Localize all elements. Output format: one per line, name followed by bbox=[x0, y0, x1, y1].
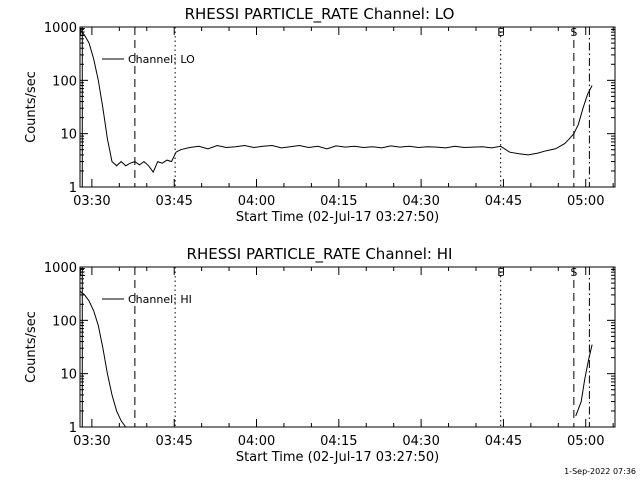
y-tick-label: 1000 bbox=[44, 21, 77, 36]
data-series-line bbox=[575, 344, 593, 417]
y-tick-label: 10 bbox=[60, 128, 77, 143]
lo-channel-panel: RHESSI PARTICLE_RATE Channel: LO 03:30 03:… bbox=[24, 5, 616, 225]
plot-frame bbox=[79, 26, 616, 188]
x-tick-label: 03:30 bbox=[73, 434, 110, 449]
y-tick-label: 100 bbox=[52, 314, 77, 329]
x-tick-label: 05:00 bbox=[567, 434, 604, 449]
y-axis-label: Counts/sec bbox=[24, 71, 39, 143]
plot-frame bbox=[79, 266, 616, 428]
x-tick-label: 03:45 bbox=[155, 434, 192, 449]
x-tick-label: 04:15 bbox=[320, 434, 357, 449]
y-tick-label: 1000 bbox=[44, 261, 77, 276]
y-tick-label: 100 bbox=[52, 74, 77, 89]
x-tick-label: 04:00 bbox=[238, 434, 275, 449]
x-axis-label: Start Time (02-Jul-17 03:27:50) bbox=[236, 210, 439, 225]
event-marker-label: S bbox=[570, 266, 577, 279]
x-tick-label: 04:15 bbox=[320, 194, 357, 209]
y-tick-label: 10 bbox=[60, 368, 77, 383]
render-timestamp: 1-Sep-2022 07:36 bbox=[564, 467, 636, 476]
event-marker-label: S bbox=[570, 26, 577, 39]
y-tick-label: 1 bbox=[69, 421, 77, 436]
hi-channel-panel: RHESSI PARTICLE_RATE Channel: HI 03:30 03:… bbox=[24, 245, 616, 465]
y-tick-label: 1 bbox=[69, 181, 77, 196]
chart-title: RHESSI PARTICLE_RATE Channel: LO bbox=[185, 5, 455, 24]
x-tick-label: 04:00 bbox=[238, 194, 275, 209]
x-tick-label: 04:30 bbox=[402, 194, 439, 209]
data-series-line bbox=[79, 29, 593, 174]
y-axis-label: Counts/sec bbox=[24, 311, 39, 383]
data-series-line bbox=[79, 290, 127, 428]
x-tick-label: 04:45 bbox=[485, 194, 522, 209]
x-tick-label: 03:30 bbox=[73, 194, 110, 209]
legend-label: Channel: HI bbox=[128, 293, 192, 306]
event-marker-label: E bbox=[79, 266, 86, 279]
x-tick-label: 04:45 bbox=[485, 434, 522, 449]
event-marker-label: E bbox=[497, 26, 504, 39]
legend-label: Channel: LO bbox=[128, 53, 195, 66]
x-tick-label: 03:45 bbox=[155, 194, 192, 209]
event-marker-label: E bbox=[497, 266, 504, 279]
x-tick-label: 04:30 bbox=[402, 434, 439, 449]
x-axis-label: Start Time (02-Jul-17 03:27:50) bbox=[236, 450, 439, 465]
chart-title: RHESSI PARTICLE_RATE Channel: HI bbox=[187, 245, 453, 264]
x-tick-label: 05:00 bbox=[567, 194, 604, 209]
